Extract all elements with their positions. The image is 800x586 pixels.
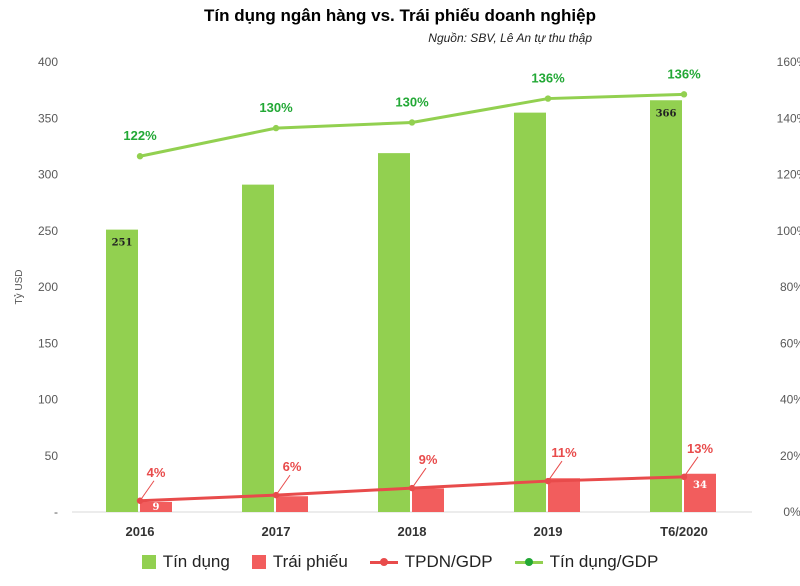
legend-item-credit: Tín dụng: [141, 552, 230, 572]
credit-gdp-data-label: 136%: [667, 66, 701, 81]
legend-label-bond-gdp: TPDN/GDP: [404, 552, 493, 571]
x-tick-label: 2017: [262, 524, 291, 539]
credit-gdp-point: [136, 153, 144, 160]
y-axis-label: Tỷ USD: [13, 270, 25, 305]
bar-credit: [514, 112, 546, 512]
legend-item-bond-gdp: TPDN/GDP: [369, 552, 493, 572]
credit-gdp-point: [680, 91, 688, 98]
bond-gdp-data-label: 11%: [551, 445, 577, 460]
legend-swatch-bond: [251, 555, 266, 569]
y2-tick-label: 0%: [783, 505, 800, 519]
legend-item-bond: Trái phiếu: [251, 552, 348, 572]
legend-swatch-credit-gdp: [514, 555, 543, 569]
legend-label-credit: Tín dụng: [162, 552, 230, 571]
credit-gdp-data-label: 122%: [123, 128, 157, 143]
y-tick-label: 300: [38, 168, 58, 182]
x-tick-label: T6/2020: [660, 524, 708, 539]
x-tick-label: 2016: [126, 524, 155, 539]
bar-bond-label: 34: [693, 480, 707, 491]
y2-tick-label: 160%: [777, 55, 800, 69]
legend-swatch-bond-gdp: [369, 555, 398, 569]
y2-tick-label: 60%: [780, 336, 800, 350]
chart-canvas: - 50 100 150 200 250 300 350 400 0% 20% 40% 60% 80% 10…: [13, 55, 800, 539]
bar-bond: [412, 488, 444, 512]
bond-gdp-data-label: 9%: [419, 452, 438, 467]
y-tick-label: 50: [45, 449, 59, 463]
credit-gdp-point: [272, 124, 280, 132]
bond-gdp-leader: [275, 474, 291, 496]
credit-gdp-data-label: 130%: [259, 100, 293, 115]
y-tick-label: 200: [38, 280, 58, 294]
bond-gdp-data-label: 4%: [147, 465, 166, 480]
bar-credit: [650, 100, 682, 512]
bar-credit-label: 251: [112, 238, 133, 249]
y-tick-label: 350: [38, 111, 58, 125]
bond-gdp-leader: [547, 460, 563, 482]
bar-credit: [106, 229, 138, 512]
y-tick-label: 100: [38, 393, 58, 407]
y2-tick-label: 20%: [780, 449, 800, 463]
bar-bond-label: 9: [153, 502, 160, 513]
bar-bond: [548, 478, 580, 512]
credit-gdp-point: [408, 119, 416, 126]
y2-tick-label: 120%: [777, 168, 800, 182]
y-tick-label: -: [54, 505, 58, 519]
bar-bond: [276, 496, 308, 512]
bond-gdp-leader: [683, 456, 699, 478]
y2-tick-label: 100%: [777, 224, 800, 238]
legend-label-bond: Trái phiếu: [272, 552, 348, 571]
chart-subtitle: Nguồn: SBV, Lê An tự thu thập: [428, 31, 592, 45]
x-tick-label: 2019: [534, 524, 563, 539]
y2-tick-label: 40%: [780, 393, 800, 407]
credit-gdp-data-label: 136%: [531, 71, 565, 86]
bar-bond: [140, 501, 172, 512]
chart-title: Tín dụng ngân hàng vs. Trái phiếu doanh …: [204, 6, 596, 25]
credit-gdp-point: [544, 95, 552, 102]
legend: Tín dụng Trái phiếu TPDN/GDP Tín dụng/GD…: [0, 552, 800, 572]
y-tick-label: 400: [38, 55, 58, 69]
bond-gdp-leader: [411, 467, 427, 489]
bar-credit: [378, 153, 410, 512]
legend-label-credit-gdp: Tín dụng/GDP: [549, 552, 659, 571]
legend-swatch-credit: [141, 555, 156, 569]
y2-tick-label: 140%: [777, 111, 800, 125]
legend-item-credit-gdp: Tín dụng/GDP: [514, 552, 659, 572]
credit-gdp-data-label: 130%: [395, 94, 429, 109]
bond-gdp-data-label: 6%: [283, 459, 302, 474]
y-tick-label: 250: [38, 224, 58, 238]
y-tick-label: 150: [38, 336, 58, 350]
bond-gdp-data-label: 13%: [687, 441, 713, 456]
bond-gdp-leader: [139, 480, 155, 502]
x-tick-label: 2018: [398, 524, 427, 539]
y2-tick-label: 80%: [780, 280, 800, 294]
bar-credit-label: 366: [656, 108, 677, 119]
bar-bond: [684, 473, 716, 512]
bar-credit: [242, 184, 274, 512]
